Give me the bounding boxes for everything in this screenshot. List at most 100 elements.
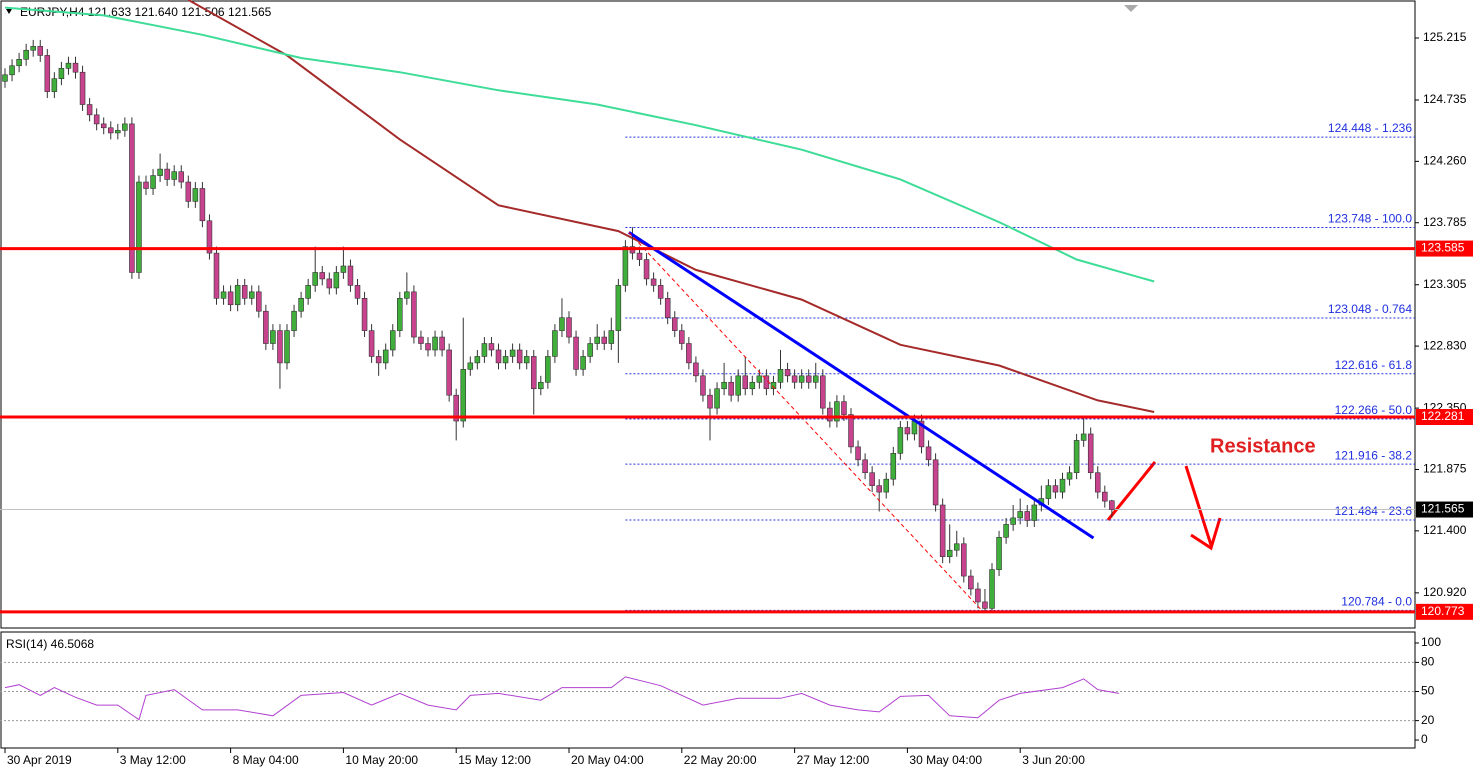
candle-body xyxy=(566,317,572,338)
candle-body xyxy=(220,291,227,299)
candle-body xyxy=(975,588,981,603)
dropdown-icon xyxy=(6,9,12,14)
candle-body xyxy=(1045,485,1052,499)
fib-label: 122.266 - 50.0 xyxy=(1335,403,1413,417)
candle-body xyxy=(897,427,904,454)
candle-body xyxy=(1066,472,1073,480)
candle-body xyxy=(1094,472,1101,493)
candle-body xyxy=(44,55,51,92)
candle-body xyxy=(382,349,389,364)
y-tick-label: 125.215 xyxy=(1423,30,1467,44)
candle-body xyxy=(178,171,185,183)
rsi-tick-label: 100 xyxy=(1421,635,1441,649)
y-tick-label: 123.785 xyxy=(1423,215,1467,229)
candle-body xyxy=(728,381,734,396)
candle-body xyxy=(425,343,431,351)
arrow-down xyxy=(1184,465,1213,546)
candle-body xyxy=(805,375,812,383)
fib-label: 123.048 - 0.764 xyxy=(1328,302,1412,316)
candle-body xyxy=(552,330,558,357)
moving-average xyxy=(187,0,1155,413)
candle-body xyxy=(559,317,565,331)
candle-body xyxy=(326,278,333,289)
candle-body xyxy=(721,381,727,390)
candle-body xyxy=(263,310,269,344)
candle-body xyxy=(1003,524,1009,538)
fib-label: 121.484 - 23.6 xyxy=(1335,504,1413,518)
candle-body xyxy=(65,62,72,69)
candle-body xyxy=(714,388,720,409)
candle-body xyxy=(1017,511,1023,519)
candle-body xyxy=(51,78,58,92)
candle-body xyxy=(248,291,255,299)
candle-body xyxy=(129,123,135,273)
bid-label: 121.565 xyxy=(1421,502,1465,516)
rsi-tick-label: 50 xyxy=(1421,684,1435,698)
candle-body xyxy=(679,330,685,344)
x-tick-label: 15 May 12:00 xyxy=(458,753,531,767)
candle-body xyxy=(354,285,361,299)
candle-body xyxy=(1052,485,1059,493)
candle-body xyxy=(693,362,699,377)
candle-body xyxy=(467,362,474,370)
rsi-tick-label: 80 xyxy=(1421,655,1435,669)
candle-body xyxy=(157,168,163,176)
candle-body xyxy=(883,478,890,493)
candle-body xyxy=(136,181,142,273)
rsi-panel xyxy=(0,631,1416,749)
rsi-line xyxy=(4,676,1119,721)
y-tick-label: 122.830 xyxy=(1423,338,1467,352)
candle-body xyxy=(749,381,756,390)
candle-body xyxy=(643,259,650,280)
candle-body xyxy=(256,291,262,312)
candle-body xyxy=(1087,433,1094,474)
level-box xyxy=(1416,409,1473,426)
candle-body xyxy=(418,336,424,344)
candle-body xyxy=(298,298,304,312)
rsi-tick-label: 0 xyxy=(1421,732,1428,746)
candle-body xyxy=(270,330,276,344)
candle-body xyxy=(573,336,579,370)
candle-body xyxy=(545,356,551,383)
candle-body xyxy=(79,71,86,105)
candle-body xyxy=(1102,491,1108,502)
candle-body xyxy=(389,330,396,351)
bid-box xyxy=(1416,501,1473,518)
candle-body xyxy=(890,453,897,480)
x-tick-label: 22 May 20:00 xyxy=(684,753,757,767)
candle-body xyxy=(587,343,593,357)
annotation: Resistance xyxy=(1210,435,1316,457)
shift-marker xyxy=(1124,5,1138,12)
candle-body xyxy=(946,549,953,557)
candle-body xyxy=(199,188,206,222)
level-label: 123.585 xyxy=(1421,241,1465,255)
candle-body xyxy=(241,285,248,299)
candle-body xyxy=(333,272,340,289)
candle-body xyxy=(615,285,622,331)
fib-label: 123.748 - 100.0 xyxy=(1328,212,1412,226)
candle-body xyxy=(404,291,410,299)
candle-body xyxy=(86,104,93,116)
candle-body xyxy=(523,356,530,364)
x-tick-label: 3 Jun 20:00 xyxy=(1022,753,1085,767)
y-tick-label: 120.920 xyxy=(1423,585,1467,599)
candle-body xyxy=(848,414,854,448)
y-tick-label: 123.305 xyxy=(1423,277,1467,291)
candle-body xyxy=(474,356,481,364)
candle-body xyxy=(347,265,354,286)
candle-body xyxy=(312,272,318,286)
level-label: 120.773 xyxy=(1421,604,1465,618)
candle-body xyxy=(1059,478,1066,493)
candle-body xyxy=(594,336,600,344)
candle-body xyxy=(1073,440,1080,474)
candle-body xyxy=(227,291,234,306)
candle-body xyxy=(234,285,241,306)
candle-body xyxy=(361,298,368,331)
candle-body xyxy=(918,420,925,448)
candle-body xyxy=(368,330,375,357)
trendline xyxy=(628,231,1095,540)
trendline xyxy=(628,232,984,613)
candle-body xyxy=(16,58,22,67)
y-tick-label: 121.400 xyxy=(1423,523,1467,537)
